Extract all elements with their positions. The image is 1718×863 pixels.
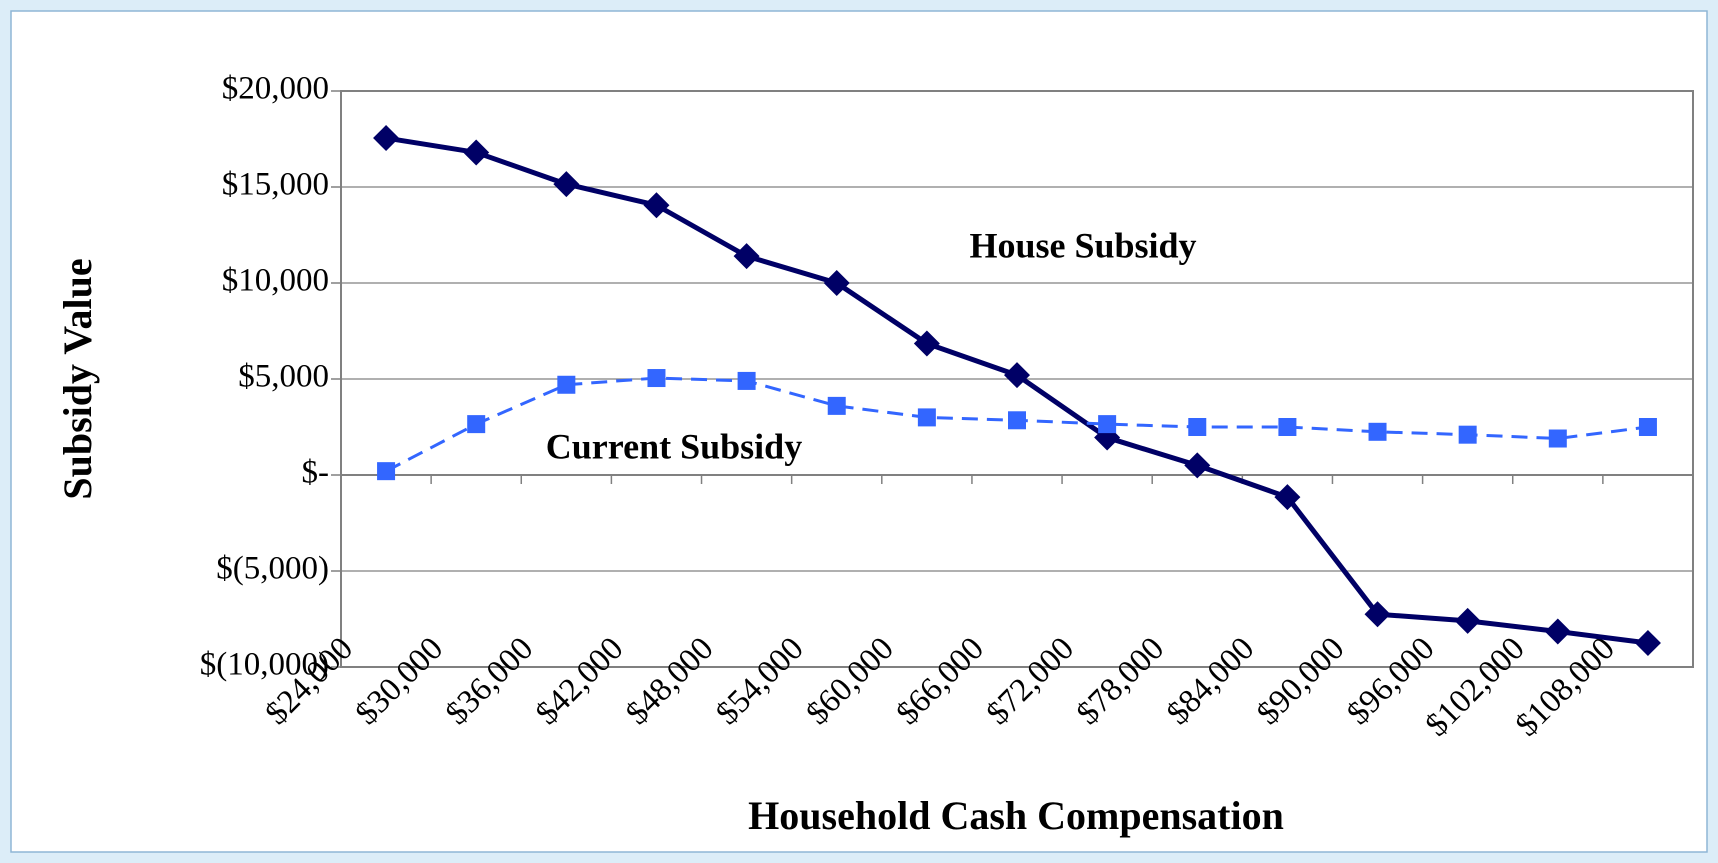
marker	[1188, 418, 1207, 436]
marker	[553, 171, 580, 198]
marker	[467, 415, 486, 434]
y-tick-label: $-	[302, 455, 330, 491]
marker	[373, 125, 400, 152]
marker	[1638, 418, 1657, 436]
x-axis-title: Household Cash Compensation	[748, 793, 1284, 838]
marker	[913, 330, 940, 357]
marker	[643, 192, 670, 219]
marker	[1634, 630, 1661, 656]
marker	[733, 243, 760, 270]
marker	[1544, 618, 1571, 645]
y-tick-label: $(5,000)	[216, 551, 329, 587]
y-tick-label: $20,000	[222, 71, 329, 107]
y-tick-label: $15,000	[222, 167, 329, 203]
y-tick-label: $10,000	[222, 263, 329, 299]
marker	[1548, 429, 1567, 448]
marker	[1274, 484, 1301, 511]
series-label: House Subsidy	[969, 225, 1196, 265]
y-tick-label: $5,000	[238, 359, 329, 395]
marker	[1098, 415, 1117, 434]
marker	[1454, 607, 1481, 634]
marker	[377, 462, 396, 481]
marker	[823, 270, 850, 296]
marker	[463, 139, 490, 166]
marker	[1458, 425, 1477, 444]
series-label: Current Subsidy	[546, 426, 802, 466]
marker	[1368, 422, 1387, 441]
marker	[647, 369, 666, 388]
y-tick-label: $(10,000)	[200, 647, 329, 683]
marker	[827, 396, 846, 415]
marker	[917, 408, 936, 427]
marker	[1004, 362, 1030, 389]
marker	[557, 375, 576, 394]
marker	[1364, 601, 1391, 628]
y-axis-title: Subsidy Value	[55, 258, 100, 499]
marker	[1278, 418, 1297, 436]
marker	[1008, 411, 1026, 430]
marker	[1184, 452, 1211, 479]
marker	[737, 371, 756, 390]
